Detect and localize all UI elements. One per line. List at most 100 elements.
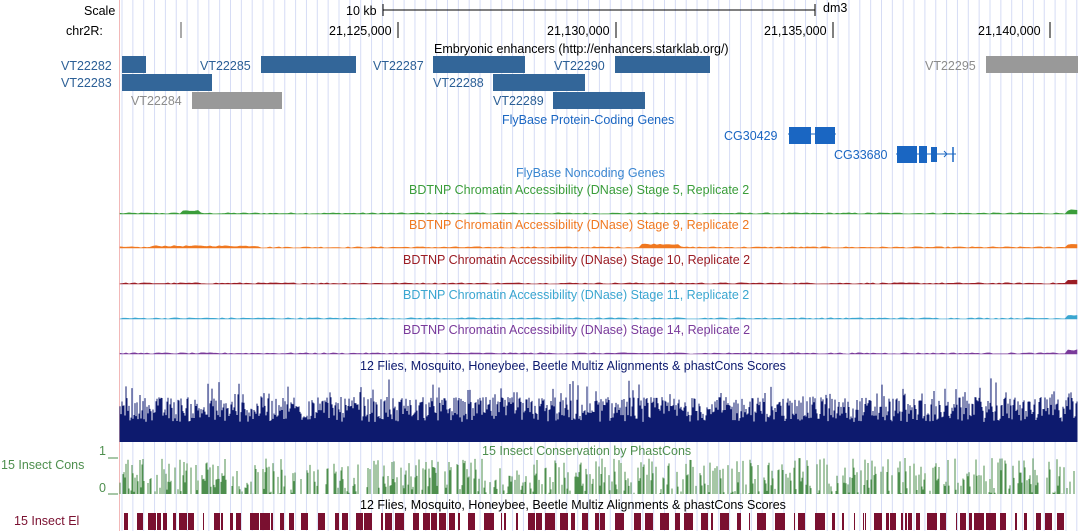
conserved-element — [711, 513, 713, 530]
enhancer-label[interactable]: VT22284 — [131, 94, 182, 108]
conserved-element — [749, 513, 750, 530]
dnase-signal — [119, 243, 1078, 249]
cons-track-title[interactable]: 15 Insect Conservation by PhastCons — [482, 444, 692, 458]
conserved-element — [148, 513, 156, 530]
dnase-stage10-title[interactable]: BDTNP Chromatin Accessibility (DNase) St… — [403, 253, 751, 267]
conserved-element — [163, 513, 167, 530]
cons-side-label[interactable]: 15 Insect Cons — [1, 458, 85, 472]
gene-label[interactable]: CG30429 — [724, 129, 778, 143]
conserved-element — [528, 513, 535, 530]
enhancer-feature[interactable] — [986, 56, 1078, 73]
enhancer-label[interactable]: VT22283 — [61, 76, 112, 90]
dnase-signal — [119, 349, 1078, 355]
enhancer-feature[interactable] — [261, 56, 356, 73]
conserved-element — [318, 513, 325, 530]
conserved-element — [956, 513, 957, 530]
conserved-element — [571, 513, 575, 530]
multiz-track-title[interactable]: 12 Flies, Mosquito, Honeybee, Beetle Mul… — [360, 359, 786, 373]
conserved-element — [757, 513, 766, 530]
dnase-stage5-title[interactable]: BDTNP Chromatin Accessibility (DNase) St… — [409, 183, 750, 197]
conserved-element — [381, 513, 383, 530]
conserved-element — [582, 513, 588, 530]
conserved-element — [449, 513, 455, 530]
conserved-element — [342, 513, 348, 530]
chrom-label: chr2R: — [66, 24, 103, 38]
dnase-stage11-title[interactable]: BDTNP Chromatin Accessibility (DNase) St… — [403, 288, 750, 302]
enhancer-label[interactable]: VT22287 — [373, 59, 424, 73]
conserved-element — [236, 513, 241, 530]
conserved-element — [260, 513, 270, 530]
enhancer-label[interactable]: VT22285 — [200, 59, 251, 73]
conserved-element — [660, 513, 669, 530]
enhancer-feature[interactable] — [192, 92, 282, 109]
conserved-element — [364, 513, 372, 530]
scale-bar-text: 10 kb — [346, 4, 377, 18]
conserved-element — [908, 513, 912, 530]
enhancer-feature[interactable] — [493, 74, 585, 91]
conserved-element — [423, 513, 430, 530]
enhancer-label[interactable]: VT22290 — [554, 59, 605, 73]
conserved-element — [250, 513, 259, 530]
gene-exon — [897, 146, 917, 163]
conserved-element — [969, 513, 972, 530]
conserved-element — [203, 513, 204, 530]
enhancer-label[interactable]: VT22289 — [493, 94, 544, 108]
conserved-element — [413, 513, 419, 530]
conserved-element — [179, 513, 187, 530]
conserved-element — [974, 513, 984, 530]
conserved-element — [890, 513, 896, 530]
gene-label[interactable]: CG33680 — [834, 148, 888, 162]
conserved-element — [645, 513, 653, 530]
protein-coding-track-title[interactable]: FlyBase Protein-Coding Genes — [502, 113, 675, 127]
dnase-stage9-title[interactable]: BDTNP Chromatin Accessibility (DNase) St… — [409, 218, 750, 232]
conserved-element — [395, 513, 404, 530]
conserved-element — [545, 513, 555, 530]
conserved-element — [335, 513, 339, 530]
conserved-element — [595, 513, 599, 530]
enhancers-track-title[interactable]: Embryonic enhancers (http://enhancers.st… — [434, 42, 729, 56]
conserved-element — [905, 513, 907, 530]
conserved-element — [737, 513, 741, 530]
noncoding-track-title[interactable]: FlyBase Noncoding Genes — [516, 166, 665, 180]
enhancer-feature[interactable] — [615, 56, 710, 73]
conserved-element — [301, 513, 308, 530]
conserved-element — [484, 513, 494, 530]
position-tick-label: 21,140,000 — [978, 24, 1041, 38]
conserved-element — [214, 513, 220, 530]
conserved-element — [600, 513, 605, 530]
conserved-element — [280, 513, 284, 530]
conserved-element — [1024, 513, 1027, 530]
conserved-element — [720, 513, 729, 530]
cons-ymin-label: 0 — [99, 481, 106, 495]
conserved-element — [927, 513, 937, 530]
conserved-element — [794, 513, 795, 530]
conserved-element — [940, 513, 946, 530]
enhancer-label[interactable]: VT22282 — [61, 59, 112, 73]
conserved-element — [221, 513, 223, 530]
position-tick-label: 21,125,000 — [329, 24, 392, 38]
scale-label: Scale — [84, 4, 116, 18]
enhancer-feature[interactable] — [433, 56, 525, 73]
elements-side-label[interactable]: 15 Insect El — [14, 514, 80, 528]
conserved-element — [1045, 513, 1052, 530]
enhancer-feature[interactable] — [122, 56, 146, 73]
conserved-element — [684, 513, 693, 530]
conserved-element — [832, 513, 835, 530]
gene-exon — [789, 127, 811, 144]
enhancer-feature[interactable] — [553, 92, 645, 109]
conserved-element — [842, 513, 844, 530]
gene-exon — [919, 146, 927, 163]
conserved-element — [675, 513, 680, 530]
conserved-element — [901, 513, 903, 530]
enhancer-label[interactable]: VT22295 — [925, 59, 976, 73]
conserved-element — [1057, 513, 1064, 530]
dnase-stage14-title[interactable]: BDTNP Chromatin Accessibility (DNase) St… — [403, 323, 751, 337]
conserved-element — [986, 513, 996, 530]
conserved-element — [271, 513, 273, 530]
conserved-element — [1015, 513, 1017, 530]
enhancer-feature[interactable] — [122, 74, 212, 91]
conserved-element — [815, 513, 825, 530]
enhancer-label[interactable]: VT22288 — [433, 76, 484, 90]
elements-track-title[interactable]: 12 Flies, Mosquito, Honeybee, Beetle Mul… — [360, 498, 786, 512]
